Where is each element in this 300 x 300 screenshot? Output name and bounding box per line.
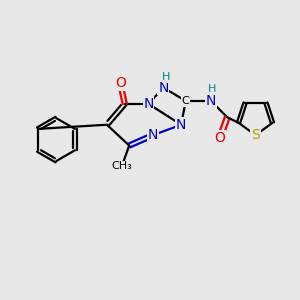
- Text: N: N: [206, 94, 216, 108]
- Text: O: O: [214, 131, 225, 145]
- Text: O: O: [115, 76, 126, 90]
- Text: H: H: [208, 84, 217, 94]
- Text: C: C: [182, 96, 190, 106]
- Text: N: N: [176, 118, 186, 132]
- Text: N: N: [143, 97, 154, 111]
- Text: H: H: [162, 72, 170, 82]
- Text: N: N: [158, 81, 169, 94]
- Text: S: S: [251, 128, 260, 142]
- Text: N: N: [148, 128, 158, 142]
- Text: CH₃: CH₃: [111, 161, 132, 171]
